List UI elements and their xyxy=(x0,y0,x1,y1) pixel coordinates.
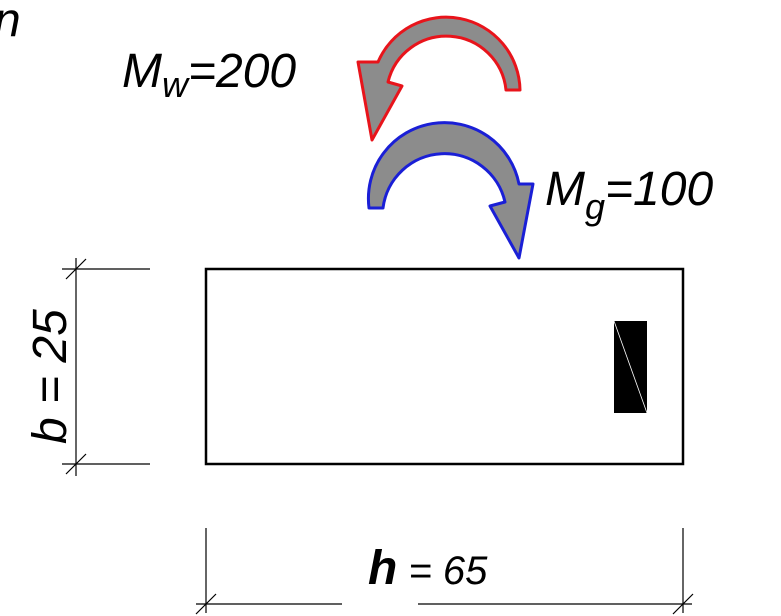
corner-text-fragment: n xyxy=(0,0,21,47)
height-dimension-line xyxy=(195,528,694,615)
height-dimension-value: = 65 xyxy=(397,549,488,593)
wind-moment-arrow-icon xyxy=(356,15,522,142)
wind-moment-subscript: w xyxy=(162,64,190,105)
gravity-moment-subscript: g xyxy=(585,186,605,227)
wind-moment-symbol: M xyxy=(122,45,162,98)
height-dimension-symbol: h xyxy=(368,542,397,595)
gravity-moment-symbol: M xyxy=(545,163,585,216)
width-dimension-value: = 25 xyxy=(24,309,77,417)
reinforcement-bar xyxy=(613,320,648,414)
gravity-moment-arrow-icon xyxy=(366,121,535,260)
width-dimension-label: b = 25 xyxy=(24,309,77,444)
beam-section-outline xyxy=(204,267,685,466)
wind-moment-label: Mw=200 xyxy=(122,45,296,105)
width-dimension-line xyxy=(62,258,150,476)
wind-moment-value: =200 xyxy=(188,45,296,98)
height-dimension-label: h = 65 xyxy=(368,542,488,595)
width-dimension-symbol: b xyxy=(24,417,77,444)
gravity-moment-label: Mg=100 xyxy=(545,163,713,227)
gravity-moment-value: =100 xyxy=(605,163,713,216)
